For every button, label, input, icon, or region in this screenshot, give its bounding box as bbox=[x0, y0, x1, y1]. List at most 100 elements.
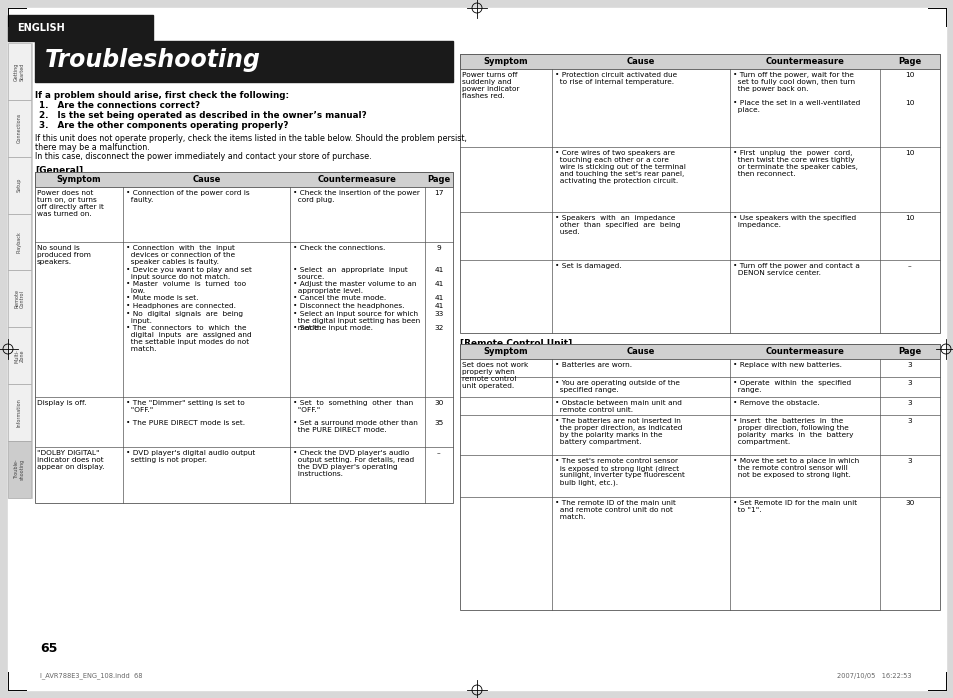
Text: • Cancel the mute mode.: • Cancel the mute mode. bbox=[293, 295, 386, 301]
Text: Page: Page bbox=[898, 347, 921, 356]
Text: • Check the connections.: • Check the connections. bbox=[293, 245, 385, 251]
Text: • Turn off the power, wait for the
  set to fully cool down, then turn
  the pow: • Turn off the power, wait for the set t… bbox=[732, 72, 854, 92]
Bar bbox=[8, 327, 30, 385]
Bar bbox=[35, 172, 453, 187]
Text: I_AVR788E3_ENG_108.indd  68: I_AVR788E3_ENG_108.indd 68 bbox=[40, 673, 142, 679]
Text: 33: 33 bbox=[434, 311, 443, 317]
Text: • Select an input source for which
  the digital input setting has been
  made.: • Select an input source for which the d… bbox=[293, 311, 420, 331]
Bar bbox=[459, 54, 939, 333]
Text: • Set  to  something  other  than
  "OFF.": • Set to something other than "OFF." bbox=[293, 400, 413, 413]
Text: Countermeasure: Countermeasure bbox=[764, 57, 843, 66]
Text: • Set is damaged.: • Set is damaged. bbox=[555, 263, 621, 269]
Text: • Remove the obstacle.: • Remove the obstacle. bbox=[732, 400, 819, 406]
Text: • Turn off the power and contact a
  DENON service center.: • Turn off the power and contact a DENON… bbox=[732, 263, 859, 276]
Text: Countermeasure: Countermeasure bbox=[764, 347, 843, 356]
Bar bbox=[459, 344, 939, 359]
Text: • Disconnect the headphones.: • Disconnect the headphones. bbox=[293, 303, 404, 309]
Bar bbox=[8, 441, 30, 498]
Text: Remote
Control: Remote Control bbox=[14, 290, 25, 309]
Text: • No  digital  signals  are  being
  input.: • No digital signals are being input. bbox=[126, 311, 243, 324]
Text: there may be a malfunction.: there may be a malfunction. bbox=[35, 143, 150, 152]
Text: Display is off.: Display is off. bbox=[37, 400, 87, 406]
Text: • Speakers  with  an  impedance
  other  than  specified  are  being
  used.: • Speakers with an impedance other than … bbox=[555, 215, 679, 235]
Text: 41: 41 bbox=[434, 295, 443, 301]
Text: In this case, disconnect the power immediately and contact your store of purchas: In this case, disconnect the power immed… bbox=[35, 152, 372, 161]
Text: Playback: Playback bbox=[17, 231, 22, 253]
Text: Troubleshooting: Troubleshooting bbox=[45, 48, 260, 72]
Text: • Batteries are worn.: • Batteries are worn. bbox=[555, 362, 632, 368]
Text: • The set's remote control sensor
  is exposed to strong light (direct
  sunligh: • The set's remote control sensor is exp… bbox=[555, 458, 684, 486]
Text: 10: 10 bbox=[904, 215, 914, 221]
Text: • The "Dimmer" setting is set to
  "OFF.": • The "Dimmer" setting is set to "OFF." bbox=[126, 400, 245, 413]
Text: Page: Page bbox=[898, 57, 921, 66]
Text: • Operate  within  the  specified
  range.: • Operate within the specified range. bbox=[732, 380, 850, 393]
Text: Page: Page bbox=[427, 175, 450, 184]
Text: • The PURE DIRECT mode is set.: • The PURE DIRECT mode is set. bbox=[126, 420, 245, 426]
Text: "DOLBY DIGITAL"
indicator does not
appear on display.: "DOLBY DIGITAL" indicator does not appea… bbox=[37, 450, 105, 470]
Text: 10: 10 bbox=[904, 150, 914, 156]
Text: Cause: Cause bbox=[193, 175, 220, 184]
Text: 30: 30 bbox=[904, 500, 914, 506]
Text: • Move the set to a place in which
  the remote control sensor will
  not be exp: • Move the set to a place in which the r… bbox=[732, 458, 859, 478]
Text: • Headphones are connected.: • Headphones are connected. bbox=[126, 303, 235, 309]
Text: 9: 9 bbox=[436, 245, 441, 251]
Text: 65: 65 bbox=[40, 641, 57, 655]
Text: • Obstacle between main unit and
  remote control unit.: • Obstacle between main unit and remote … bbox=[555, 400, 681, 413]
Text: • Check the insertion of the power
  cord plug.: • Check the insertion of the power cord … bbox=[293, 190, 419, 203]
Text: • DVD player's digital audio output
  setting is not proper.: • DVD player's digital audio output sett… bbox=[126, 450, 255, 463]
Text: 30: 30 bbox=[434, 400, 443, 406]
Bar bbox=[459, 344, 939, 610]
Bar bbox=[35, 172, 453, 503]
Text: • Connection  with  the  input
  devices or connection of the
  speaker cables i: • Connection with the input devices or c… bbox=[126, 245, 234, 265]
Text: Getting
Started: Getting Started bbox=[14, 62, 25, 81]
Text: If a problem should arise, first check the following:: If a problem should arise, first check t… bbox=[35, 91, 289, 100]
Text: [General]: [General] bbox=[35, 166, 83, 175]
Bar bbox=[8, 214, 30, 271]
Text: 35: 35 bbox=[434, 420, 443, 426]
Text: • Connection of the power cord is
  faulty.: • Connection of the power cord is faulty… bbox=[126, 190, 250, 203]
Text: • Adjust the master volume to an
  appropriate level.: • Adjust the master volume to an appropr… bbox=[293, 281, 416, 294]
Text: Cause: Cause bbox=[626, 347, 655, 356]
Text: • You are operating outside of the
  specified range.: • You are operating outside of the speci… bbox=[555, 380, 679, 393]
Text: 41: 41 bbox=[434, 303, 443, 309]
Text: 41: 41 bbox=[434, 281, 443, 287]
Text: 3: 3 bbox=[906, 458, 911, 464]
Text: • Device you want to play and set
  input source do not match.: • Device you want to play and set input … bbox=[126, 267, 252, 280]
Text: 2.   Is the set being operated as described in the owner’s manual?: 2. Is the set being operated as describe… bbox=[39, 111, 366, 120]
Text: • Check the DVD player's audio
  output setting. For details, read
  the DVD pla: • Check the DVD player's audio output se… bbox=[293, 450, 414, 477]
Text: • The batteries are not inserted in
  the proper direction, as indicated
  by th: • The batteries are not inserted in the … bbox=[555, 418, 681, 445]
Text: • The remote ID of the main unit
  and remote control unit do not
  match.: • The remote ID of the main unit and rem… bbox=[555, 500, 675, 520]
Text: [Remote Control Unit]: [Remote Control Unit] bbox=[459, 339, 572, 348]
Text: Setup: Setup bbox=[17, 178, 22, 193]
Text: 3: 3 bbox=[906, 380, 911, 386]
Text: 1.   Are the connections correct?: 1. Are the connections correct? bbox=[39, 101, 200, 110]
Text: • Mute mode is set.: • Mute mode is set. bbox=[126, 295, 198, 301]
Text: 41: 41 bbox=[434, 267, 443, 273]
Bar bbox=[8, 271, 30, 327]
Text: • The  connectors  to  which  the
  digital  inputs  are  assigned and
  the set: • The connectors to which the digital in… bbox=[126, 325, 252, 352]
Text: 3: 3 bbox=[906, 362, 911, 368]
Text: • Select  an  appropriate  input
  source.: • Select an appropriate input source. bbox=[293, 267, 407, 280]
Bar bbox=[8, 100, 30, 157]
Text: 10: 10 bbox=[904, 72, 914, 78]
Text: • Core wires of two speakers are
  touching each other or a core
  wire is stick: • Core wires of two speakers are touchin… bbox=[555, 150, 685, 184]
Text: If this unit does not operate properly, check the items listed in the table belo: If this unit does not operate properly, … bbox=[35, 134, 466, 143]
Text: No sound is
produced from
speakers.: No sound is produced from speakers. bbox=[37, 245, 91, 265]
Text: Multi-
Zone: Multi- Zone bbox=[14, 349, 25, 363]
Text: • Use speakers with the specified
  impedance.: • Use speakers with the specified impeda… bbox=[732, 215, 855, 228]
Text: • Set the input mode.: • Set the input mode. bbox=[293, 325, 373, 331]
Text: • Set Remote ID for the main unit
  to "1".: • Set Remote ID for the main unit to "1"… bbox=[732, 500, 856, 513]
Text: Symptom: Symptom bbox=[483, 347, 528, 356]
Text: Power turns off
suddenly and
power indicator
flashes red.: Power turns off suddenly and power indic… bbox=[461, 72, 519, 99]
Text: • Set a surround mode other than
  the PURE DIRECT mode.: • Set a surround mode other than the PUR… bbox=[293, 420, 417, 433]
Text: –: – bbox=[907, 263, 911, 269]
Text: 3: 3 bbox=[906, 400, 911, 406]
Text: • Protection circuit activated due
  to rise of internal temperature.: • Protection circuit activated due to ri… bbox=[555, 72, 677, 85]
Bar bbox=[35, 79, 453, 82]
Text: Cause: Cause bbox=[626, 57, 655, 66]
Bar bbox=[459, 54, 939, 69]
Text: • Replace with new batteries.: • Replace with new batteries. bbox=[732, 362, 841, 368]
Text: • First  unplug  the  power  cord,
  then twist the core wires tightly
  or term: • First unplug the power cord, then twis… bbox=[732, 150, 857, 177]
Text: 2007/10/05   16:22:53: 2007/10/05 16:22:53 bbox=[837, 673, 911, 679]
Text: –: – bbox=[436, 450, 440, 456]
